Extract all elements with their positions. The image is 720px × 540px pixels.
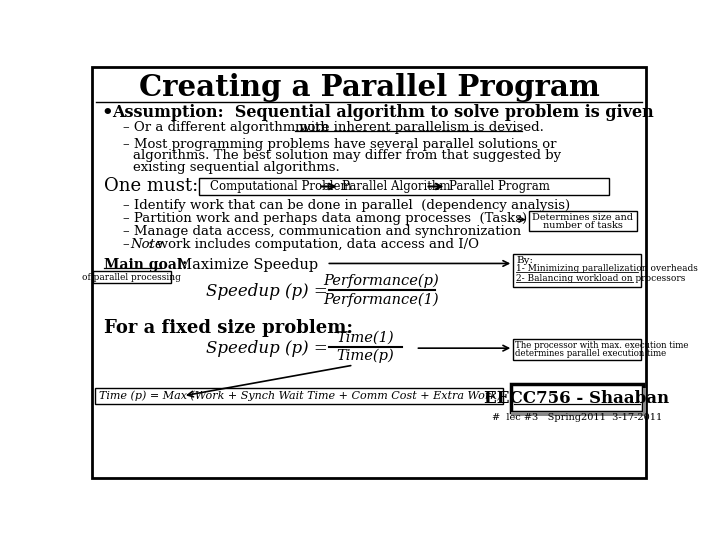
Text: By:: By: [516,256,534,265]
Bar [642,388,647,416]
Text: Computational Problem: Computational Problem [210,180,352,193]
Text: EECC756 - Shaaban: EECC756 - Shaaban [484,390,670,408]
Text: Assumption:  Sequential algorithm to solve problem is given: Assumption: Sequential algorithm to solv… [112,104,654,121]
Bar [510,412,647,416]
Text: Parallel Program: Parallel Program [449,180,549,193]
Text: 1- Minimizing parallelization overheads: 1- Minimizing parallelization overheads [516,265,698,273]
Bar [513,339,641,361]
Text: Main goal:: Main goal: [104,258,187,272]
Bar [513,254,641,287]
Text: number of tasks: number of tasks [543,221,623,230]
Text: of parallel processing: of parallel processing [82,273,181,282]
Bar [94,388,503,403]
Text: – Or a different algorithm with: – Or a different algorithm with [122,122,333,134]
Text: Maximize Speedup: Maximize Speedup [168,258,318,272]
Text: – Manage data access, communication and synchronization: – Manage data access, communication and … [122,225,521,238]
Text: Creating a Parallel Program: Creating a Parallel Program [139,73,599,103]
Text: algorithms. The best solution may differ from that suggested by: algorithms. The best solution may differ… [132,149,561,162]
Text: – Most programming problems have several parallel solutions or: – Most programming problems have several… [122,138,556,151]
Text: •: • [102,104,113,122]
Bar [510,384,642,412]
Text: Speedup (p) =: Speedup (p) = [206,340,328,356]
Bar [528,211,637,231]
Text: Note: Note [130,239,163,252]
Text: The processor with max. execution time: The processor with max. execution time [516,341,689,349]
Text: : work includes computation, data access and I/O: : work includes computation, data access… [148,239,479,252]
Text: – Identify work that can be done in parallel  (dependency analysis): – Identify work that can be done in para… [122,199,570,212]
Text: Speedup (p) =: Speedup (p) = [206,284,328,300]
Text: more inherent parallelism is devised.: more inherent parallelism is devised. [295,122,544,134]
Text: Time (p) = Max (Work + Synch Wait Time + Comm Cost + Extra Work): Time (p) = Max (Work + Synch Wait Time +… [99,390,502,401]
Text: Time(1): Time(1) [336,331,394,345]
Text: existing sequential algorithms.: existing sequential algorithms. [132,161,339,174]
Text: For a fixed size problem:: For a fixed size problem: [104,319,353,337]
Text: – Partition work and perhaps data among processes  (Tasks): – Partition work and perhaps data among … [122,212,526,225]
Text: Performance(p): Performance(p) [323,274,439,288]
Text: 2- Balancing workload on processors: 2- Balancing workload on processors [516,274,685,284]
Text: #  lec #3   Spring2011  3-17-2011: # lec #3 Spring2011 3-17-2011 [492,413,662,422]
Bar [199,178,609,195]
Text: One must:: One must: [104,178,198,195]
Text: –: – [122,239,133,252]
Text: Parallel Algorithm: Parallel Algorithm [342,180,451,193]
Text: Determines size and: Determines size and [532,213,634,222]
Text: Time(p): Time(p) [336,349,394,363]
Bar [93,271,171,284]
Text: Performance(1): Performance(1) [323,293,439,307]
Text: determines parallel execution time: determines parallel execution time [516,349,667,358]
